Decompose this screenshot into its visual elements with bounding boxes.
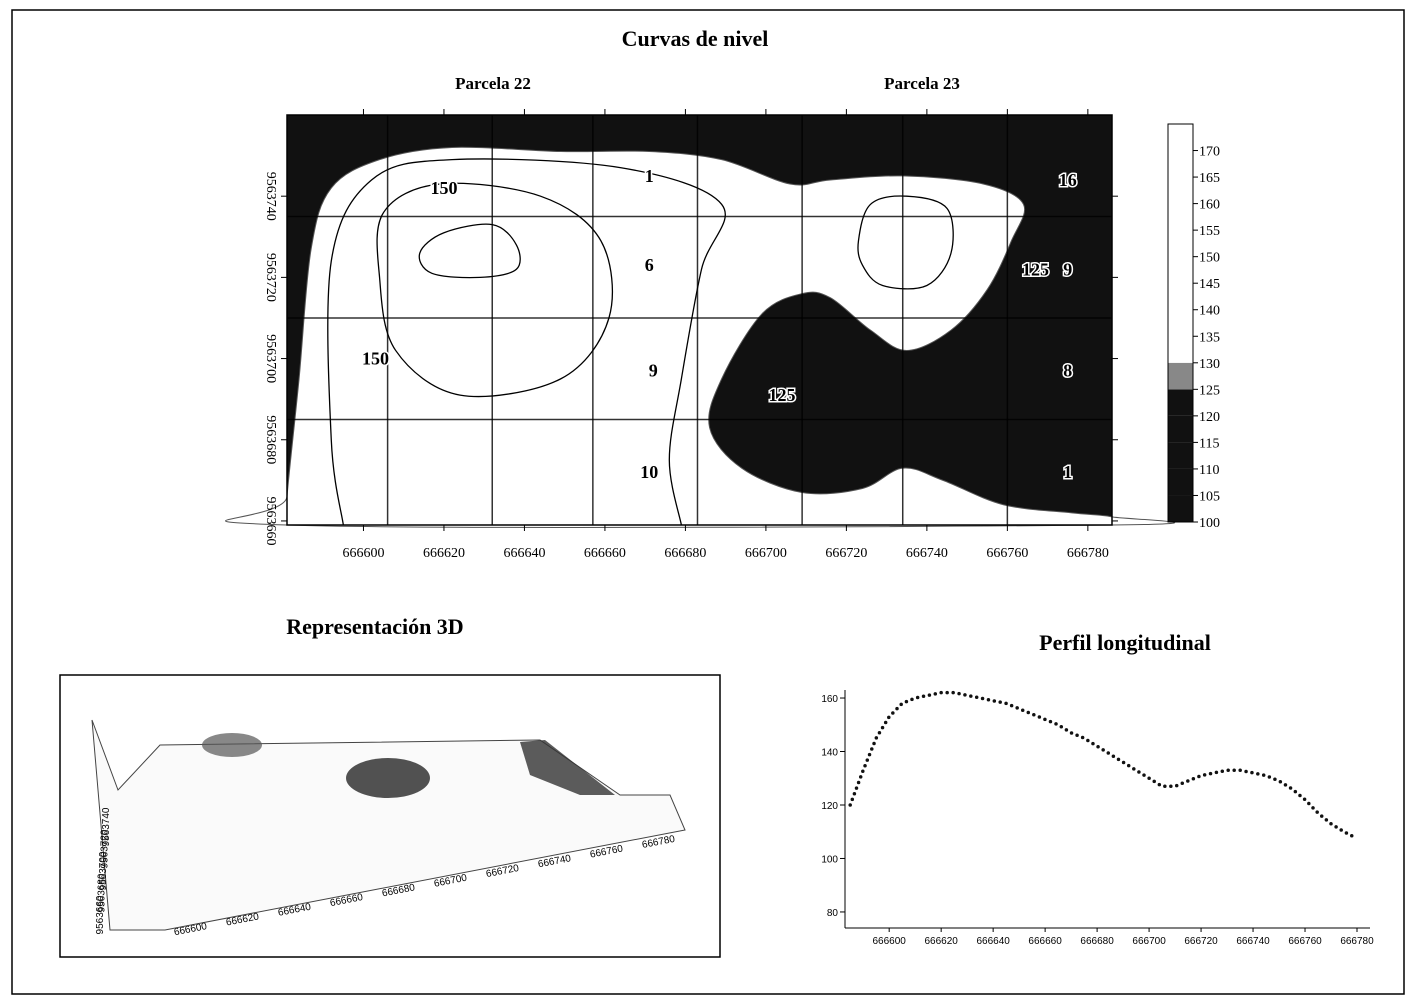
colorbar-segment — [1168, 151, 1193, 178]
colorbar-segment — [1168, 230, 1193, 257]
contour-annotation: 1 — [645, 166, 654, 186]
colorbar-segment — [1168, 177, 1193, 204]
x-tick-label: 666660 — [1028, 936, 1062, 947]
x-tick-label: 666700 — [1132, 936, 1166, 947]
x-tick-label: 666600 — [342, 546, 384, 561]
x-tick-label: 666600 — [872, 936, 906, 947]
x-tick-label: 666660 — [584, 546, 626, 561]
colorbar-segment — [1168, 310, 1193, 337]
profile-title: Perfil longitudinal — [1039, 630, 1211, 655]
contour-annotation: 1 — [1063, 462, 1072, 482]
surface-peak — [346, 758, 430, 798]
contour-annotation: 9 — [1063, 259, 1072, 279]
colorbar-segment — [1168, 416, 1193, 443]
x-tick-label: 666760 — [1288, 936, 1322, 947]
x-tick-label: 666680 — [664, 546, 706, 561]
x-tick-label: 666640 — [976, 936, 1010, 947]
contour-annotation: 6 — [645, 255, 654, 275]
y-tick-label: 140 — [821, 748, 838, 759]
x-tick-label: 666680 — [1080, 936, 1114, 947]
surface-title: Representación 3D — [286, 614, 463, 639]
colorbar-label: 100 — [1199, 516, 1220, 531]
colorbar-segment — [1168, 204, 1193, 231]
y-tick-label: 9563680 — [263, 415, 278, 464]
profile-line — [850, 693, 1357, 839]
y-tick-label: 9563740 — [263, 172, 278, 221]
surface-peak — [202, 733, 262, 757]
colorbar-label: 110 — [1199, 463, 1219, 478]
colorbar-segment — [1168, 124, 1193, 151]
colorbar-label: 105 — [1199, 489, 1220, 504]
x-tick-label: 666780 — [1067, 546, 1109, 561]
colorbar-segment — [1168, 363, 1193, 390]
colorbar-segment — [1168, 442, 1193, 469]
colorbar-label: 170 — [1199, 145, 1220, 160]
contour-annotation: 125 — [769, 385, 796, 405]
contour-annotation: 16 — [1059, 170, 1077, 190]
x-tick-label: 666620 — [924, 936, 958, 947]
x-tick-label: 666740 — [1236, 936, 1270, 947]
colorbar-segment — [1168, 336, 1193, 363]
x-tick-label: 666720 — [825, 546, 867, 561]
parcel-label: Parcela 23 — [884, 74, 960, 93]
parcel-label: Parcela 22 — [455, 74, 531, 93]
colorbar-label: 165 — [1199, 171, 1220, 186]
x-tick-label: 666720 — [1184, 936, 1218, 947]
colorbar-segment — [1168, 469, 1193, 496]
x-tick-label: 666640 — [503, 546, 545, 561]
colorbar-label: 120 — [1199, 410, 1220, 425]
contour-annotation: 150 — [430, 178, 457, 198]
figure: Curvas de nivel Parcela 22 Parcela 23 Re… — [0, 0, 1415, 1000]
x-tick-label: 666780 — [1340, 936, 1374, 947]
colorbar-label: 135 — [1199, 330, 1220, 345]
colorbar-label: 155 — [1199, 224, 1220, 239]
y-tick-label: 160 — [821, 694, 838, 705]
colorbar-label: 130 — [1199, 357, 1220, 372]
colorbar-segment — [1168, 283, 1193, 310]
colorbar-label: 140 — [1199, 304, 1220, 319]
surface-y-label: 9563740 — [101, 807, 112, 846]
contour-title: Curvas de nivel — [622, 26, 769, 51]
contour-annotation: 125 — [1022, 259, 1049, 279]
contour-annotation: 10 — [640, 462, 658, 482]
colorbar-label: 160 — [1199, 198, 1220, 213]
y-tick-label: 9563700 — [263, 334, 278, 383]
y-tick-label: 120 — [821, 801, 838, 812]
y-tick-label: 9563720 — [263, 253, 278, 302]
contour-annotation: 9 — [649, 361, 658, 381]
contour-annotation: 8 — [1063, 361, 1072, 381]
y-tick-label: 9563660 — [263, 496, 278, 545]
y-tick-label: 100 — [821, 854, 838, 865]
x-tick-label: 666760 — [986, 546, 1028, 561]
colorbar-label: 145 — [1199, 277, 1220, 292]
colorbar-label: 115 — [1199, 436, 1219, 451]
x-tick-label: 666620 — [423, 546, 465, 561]
colorbar-segment — [1168, 389, 1193, 416]
colorbar-label: 150 — [1199, 251, 1220, 266]
contour-annotation: 150 — [362, 349, 389, 369]
colorbar-label: 125 — [1199, 383, 1220, 398]
x-tick-label: 666700 — [745, 546, 787, 561]
x-tick-label: 666740 — [906, 546, 948, 561]
y-tick-label: 80 — [827, 908, 839, 919]
colorbar-segment — [1168, 495, 1193, 522]
colorbar-segment — [1168, 257, 1193, 284]
